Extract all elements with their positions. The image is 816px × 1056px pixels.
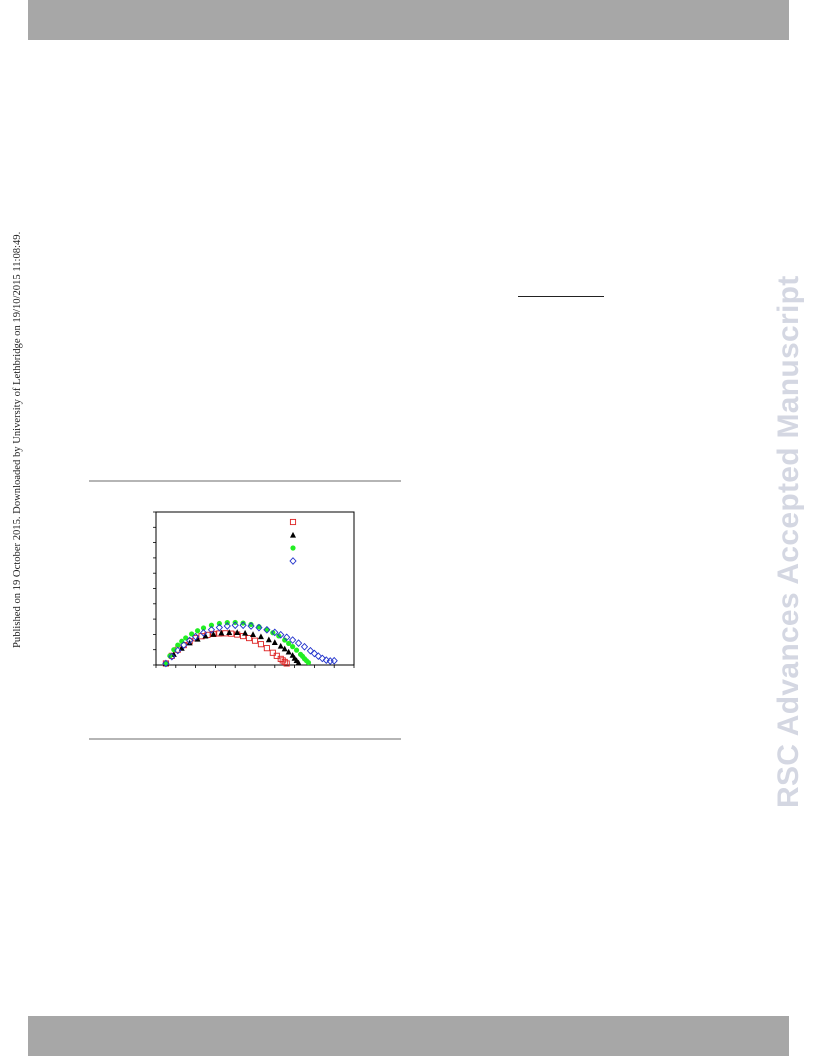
legend-marker xyxy=(289,557,297,565)
data-point xyxy=(248,621,254,628)
data-point xyxy=(194,628,201,634)
data-point xyxy=(246,635,253,642)
data-point xyxy=(300,642,309,651)
data-point xyxy=(208,622,215,628)
data-point xyxy=(330,656,338,665)
data-point xyxy=(289,636,297,644)
footer-bar xyxy=(28,1016,789,1056)
data-point xyxy=(306,646,315,655)
data-point xyxy=(247,622,255,630)
data-point xyxy=(257,641,264,648)
data-point xyxy=(186,639,193,646)
data-point xyxy=(191,632,200,641)
data-point xyxy=(265,636,272,643)
data-point xyxy=(279,657,286,664)
data-point xyxy=(250,631,257,637)
plot-frame xyxy=(155,511,355,666)
data-point xyxy=(251,637,259,644)
data-point xyxy=(174,646,182,655)
data-point xyxy=(314,652,322,660)
data-point xyxy=(263,625,271,634)
data-point xyxy=(239,621,247,630)
data-point xyxy=(277,655,284,662)
data-point xyxy=(216,620,222,627)
data-point xyxy=(215,623,223,632)
data-point xyxy=(271,639,278,645)
data-point xyxy=(282,637,288,643)
data-point xyxy=(255,623,263,632)
legend-marker xyxy=(289,518,297,526)
data-point xyxy=(200,625,207,631)
data-point xyxy=(286,640,292,647)
data-point xyxy=(179,638,185,644)
data-point xyxy=(269,649,276,656)
data-point xyxy=(310,649,319,658)
short-rule xyxy=(518,296,604,297)
data-point xyxy=(318,654,326,663)
data-point xyxy=(186,636,194,645)
legend-marker xyxy=(290,531,296,538)
data-point xyxy=(293,647,300,653)
nyquist-chart xyxy=(153,511,355,668)
figure-top-rule xyxy=(89,480,401,482)
data-point xyxy=(270,630,276,636)
legend-marker xyxy=(290,545,296,551)
data-point xyxy=(290,644,296,650)
data-point xyxy=(305,659,312,666)
data-point xyxy=(234,629,241,636)
data-point xyxy=(218,629,225,636)
data-point xyxy=(281,658,288,665)
data-point xyxy=(207,625,216,634)
data-point xyxy=(183,635,189,641)
data-point xyxy=(180,641,188,649)
data-point xyxy=(285,648,292,655)
figure-bottom-rule xyxy=(89,738,401,740)
data-point xyxy=(189,631,195,637)
data-point xyxy=(273,652,280,659)
data-point xyxy=(283,633,291,642)
data-point xyxy=(257,633,264,640)
data-point xyxy=(223,622,231,630)
data-point xyxy=(294,639,303,647)
publication-note: Published on 19 October 2015. Downloaded… xyxy=(12,231,23,648)
data-point xyxy=(202,632,209,639)
watermark: RSC Advances Accepted Manuscript xyxy=(772,275,805,808)
data-point xyxy=(277,642,284,649)
data-point xyxy=(231,621,239,630)
data-point xyxy=(271,628,279,637)
data-point xyxy=(226,629,233,636)
data-point xyxy=(240,620,246,626)
data-point xyxy=(277,630,285,639)
data-point xyxy=(168,652,176,661)
data-point xyxy=(175,642,181,648)
data-point xyxy=(199,629,208,637)
data-point xyxy=(295,659,302,666)
data-point xyxy=(194,635,201,642)
data-point xyxy=(281,645,288,652)
data-point xyxy=(242,629,249,636)
header-bar xyxy=(28,0,789,40)
data-point xyxy=(240,633,247,640)
data-point xyxy=(283,660,290,667)
data-point xyxy=(210,630,217,637)
data-point xyxy=(263,645,270,652)
data-point xyxy=(162,659,170,668)
data-point xyxy=(322,656,330,664)
